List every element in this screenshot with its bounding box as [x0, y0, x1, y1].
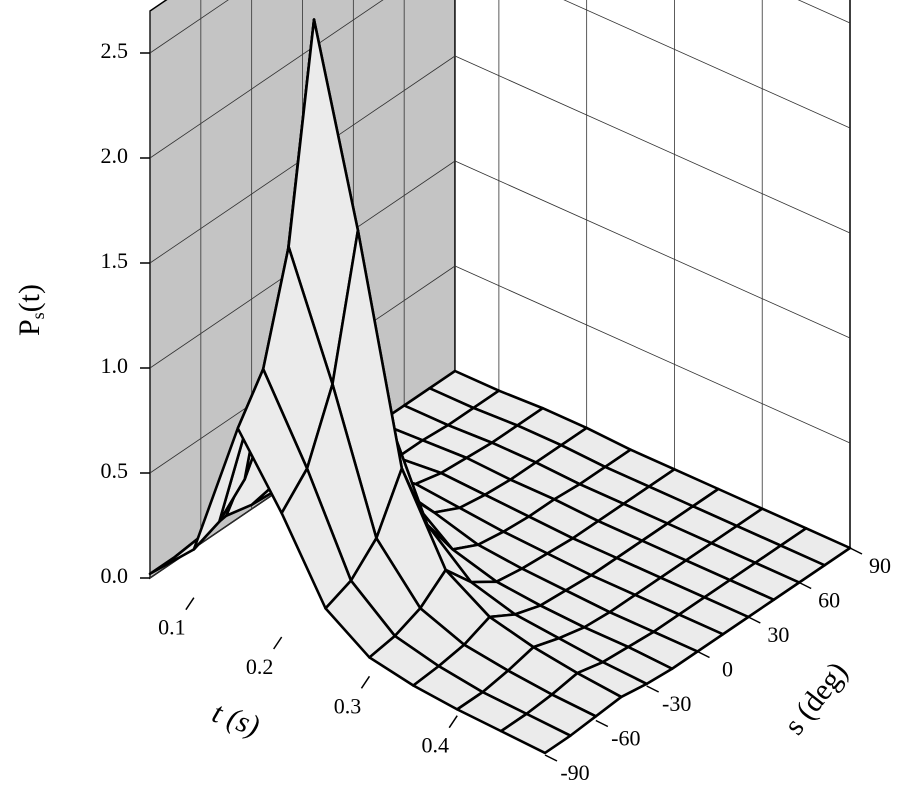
x-tick-label: 0.2	[246, 654, 274, 679]
y-tick	[646, 685, 660, 693]
x-tick-label: 0.4	[421, 733, 449, 758]
y-tick	[697, 650, 710, 659]
x-tick	[448, 715, 458, 729]
y-tick-label: -30	[662, 691, 691, 716]
z-label-rest: (t)	[13, 284, 46, 312]
x-tick-label: 0.1	[158, 615, 186, 640]
z-tick-label: 2.5	[101, 38, 129, 63]
x-tick	[185, 597, 195, 611]
y-tick	[595, 719, 609, 728]
x-axis-label: t (s)	[208, 696, 264, 743]
z-label-main: P	[13, 319, 46, 336]
z-axis-label: Ps(t)	[13, 284, 48, 336]
y-tick-label: -60	[611, 726, 640, 751]
z-tick-label: 1.5	[101, 248, 129, 273]
x-tick	[360, 675, 371, 689]
y-tick	[798, 581, 812, 590]
z-tick-label: 0.0	[101, 563, 129, 588]
y-tick-label: 60	[818, 588, 840, 613]
y-tick-label: 30	[767, 622, 789, 647]
z-tick-label: 0.5	[101, 458, 129, 483]
surface-cell	[499, 712, 572, 755]
y-tick-label: 90	[869, 553, 891, 578]
y-tick-label: 0	[722, 657, 733, 682]
x-tick-label: 0.3	[334, 693, 362, 718]
x-tick	[273, 636, 283, 650]
y-tick	[747, 616, 761, 624]
y-tick	[544, 754, 558, 762]
y-axis-label: s (deg)	[778, 656, 855, 741]
y-tick-label: -90	[560, 760, 589, 785]
z-tick-label: 1.0	[101, 353, 129, 378]
z-tick-label: 2.0	[101, 143, 129, 168]
z-label-sub: s	[28, 312, 48, 319]
y-tick	[849, 547, 863, 555]
